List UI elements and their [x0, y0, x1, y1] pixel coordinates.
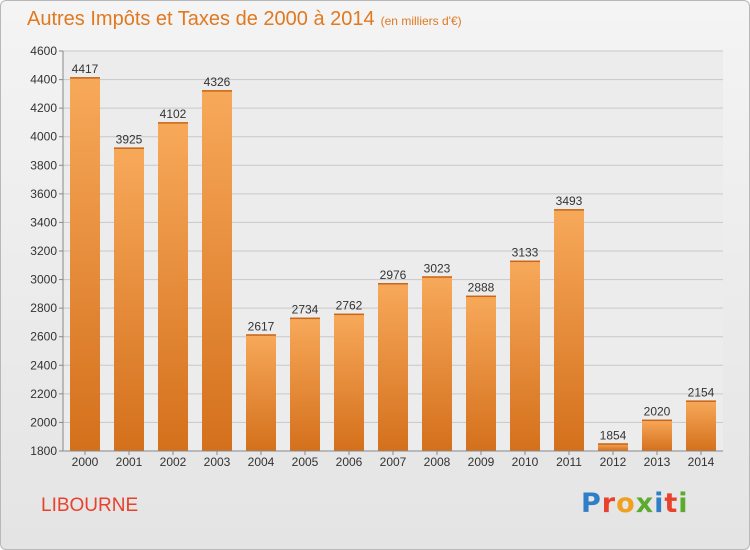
- x-tick-label: 2009: [468, 455, 495, 469]
- bar-value-label: 4417: [72, 62, 99, 76]
- bar: [70, 77, 100, 452]
- bar-value-label: 2976: [380, 268, 407, 282]
- x-tick-label: 2012: [600, 455, 627, 469]
- bar: [202, 90, 232, 452]
- x-tick-label: 2008: [424, 455, 451, 469]
- bar-top-edge: [598, 443, 628, 445]
- bar-top-edge: [114, 147, 144, 149]
- bar-top-edge: [158, 122, 188, 124]
- bar-value-label: 3133: [512, 246, 539, 260]
- y-tick-label: 2200: [30, 387, 57, 401]
- town-label: LIBOURNE: [41, 495, 139, 516]
- chart-title: Autres Impôts et Taxes de 2000 à 2014 (en…: [27, 8, 462, 31]
- y-tick-label: 4600: [30, 44, 57, 58]
- logo-letter: o: [616, 488, 636, 519]
- bar-value-label: 2734: [292, 303, 319, 317]
- bar-value-label: 2020: [644, 405, 671, 419]
- x-tick-label: 2002: [160, 455, 187, 469]
- y-tick-label: 3600: [30, 187, 57, 201]
- y-tick-label: 3000: [30, 273, 57, 287]
- y-tick-label: 1800: [30, 444, 57, 458]
- bar-value-label: 4102: [160, 107, 187, 121]
- bar-value-label: 3023: [424, 261, 451, 275]
- bar-value-label: 2617: [248, 319, 275, 333]
- bar: [422, 276, 452, 451]
- x-tick-label: 2011: [556, 455, 582, 469]
- logo-letter: i: [678, 488, 689, 519]
- x-tick-label: 2006: [336, 455, 363, 469]
- bar: [686, 400, 716, 451]
- x-tick-label: 2013: [644, 455, 671, 469]
- bar-top-edge: [246, 334, 276, 336]
- bar-top-edge: [378, 283, 408, 285]
- bar: [290, 317, 320, 451]
- x-tick-label: 2001: [116, 455, 143, 469]
- logo-letter: x: [635, 488, 655, 519]
- bar-value-label: 1854: [600, 428, 627, 442]
- x-tick-label: 2005: [292, 455, 319, 469]
- bar: [466, 295, 496, 451]
- bar-top-edge: [554, 209, 584, 211]
- bar-value-label: 3493: [556, 194, 583, 208]
- bar-top-edge: [466, 295, 496, 298]
- proxiti-logo: Proxiti: [581, 488, 689, 519]
- chart-subtitle: (en milliers d'€): [380, 14, 462, 28]
- bar: [378, 283, 408, 451]
- x-tick-label: 2004: [248, 455, 275, 469]
- x-tick-label: 2000: [72, 455, 99, 469]
- bar: [246, 334, 276, 451]
- bar-top-edge: [686, 400, 716, 402]
- bar: [598, 443, 628, 451]
- x-tick-label: 2007: [380, 455, 407, 469]
- bar-value-label: 2762: [336, 299, 363, 313]
- y-tick-label: 4200: [30, 101, 57, 115]
- y-tick-label: 2600: [30, 330, 57, 344]
- bar-top-edge: [510, 260, 540, 263]
- y-tick-label: 3400: [30, 215, 57, 229]
- bar-top-edge: [290, 317, 320, 320]
- bar-value-label: 2154: [688, 385, 715, 399]
- bar-value-label: 3925: [116, 132, 143, 146]
- x-tick-label: 2010: [512, 455, 539, 469]
- bar-top-edge: [334, 313, 364, 316]
- x-tick-label: 2014: [688, 455, 715, 469]
- y-tick-label: 2400: [30, 358, 57, 372]
- y-tick-label: 2000: [30, 415, 57, 429]
- bar: [510, 260, 540, 451]
- y-tick-label: 4400: [30, 73, 57, 87]
- y-tick-label: 3200: [30, 244, 57, 258]
- bar-value-label: 4326: [204, 75, 231, 89]
- bar: [114, 147, 144, 451]
- bar: [334, 313, 364, 451]
- logo-letter: t: [664, 488, 679, 519]
- y-tick-label: 3800: [30, 158, 57, 172]
- bar: [158, 122, 188, 452]
- bar: [554, 209, 584, 451]
- chart-title-text: Autres Impôts et Taxes de 2000 à 2014: [27, 8, 375, 30]
- bar-top-edge: [642, 419, 672, 422]
- bar-top-edge: [70, 77, 100, 79]
- bar-top-edge: [202, 90, 232, 92]
- bar-value-label: 2888: [468, 281, 495, 295]
- logo-letter: P: [581, 488, 602, 519]
- logo-letter: r: [601, 488, 617, 519]
- bar-top-edge: [422, 276, 452, 278]
- y-tick-label: 4000: [30, 130, 57, 144]
- logo-letter: i: [654, 488, 665, 519]
- y-tick-label: 2800: [30, 301, 57, 315]
- x-tick-label: 2003: [204, 455, 231, 469]
- bar: [642, 419, 672, 451]
